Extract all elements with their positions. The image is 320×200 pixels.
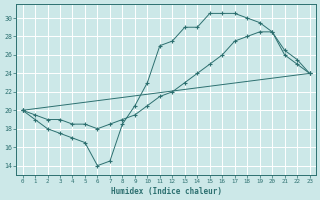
X-axis label: Humidex (Indice chaleur): Humidex (Indice chaleur)	[111, 187, 221, 196]
